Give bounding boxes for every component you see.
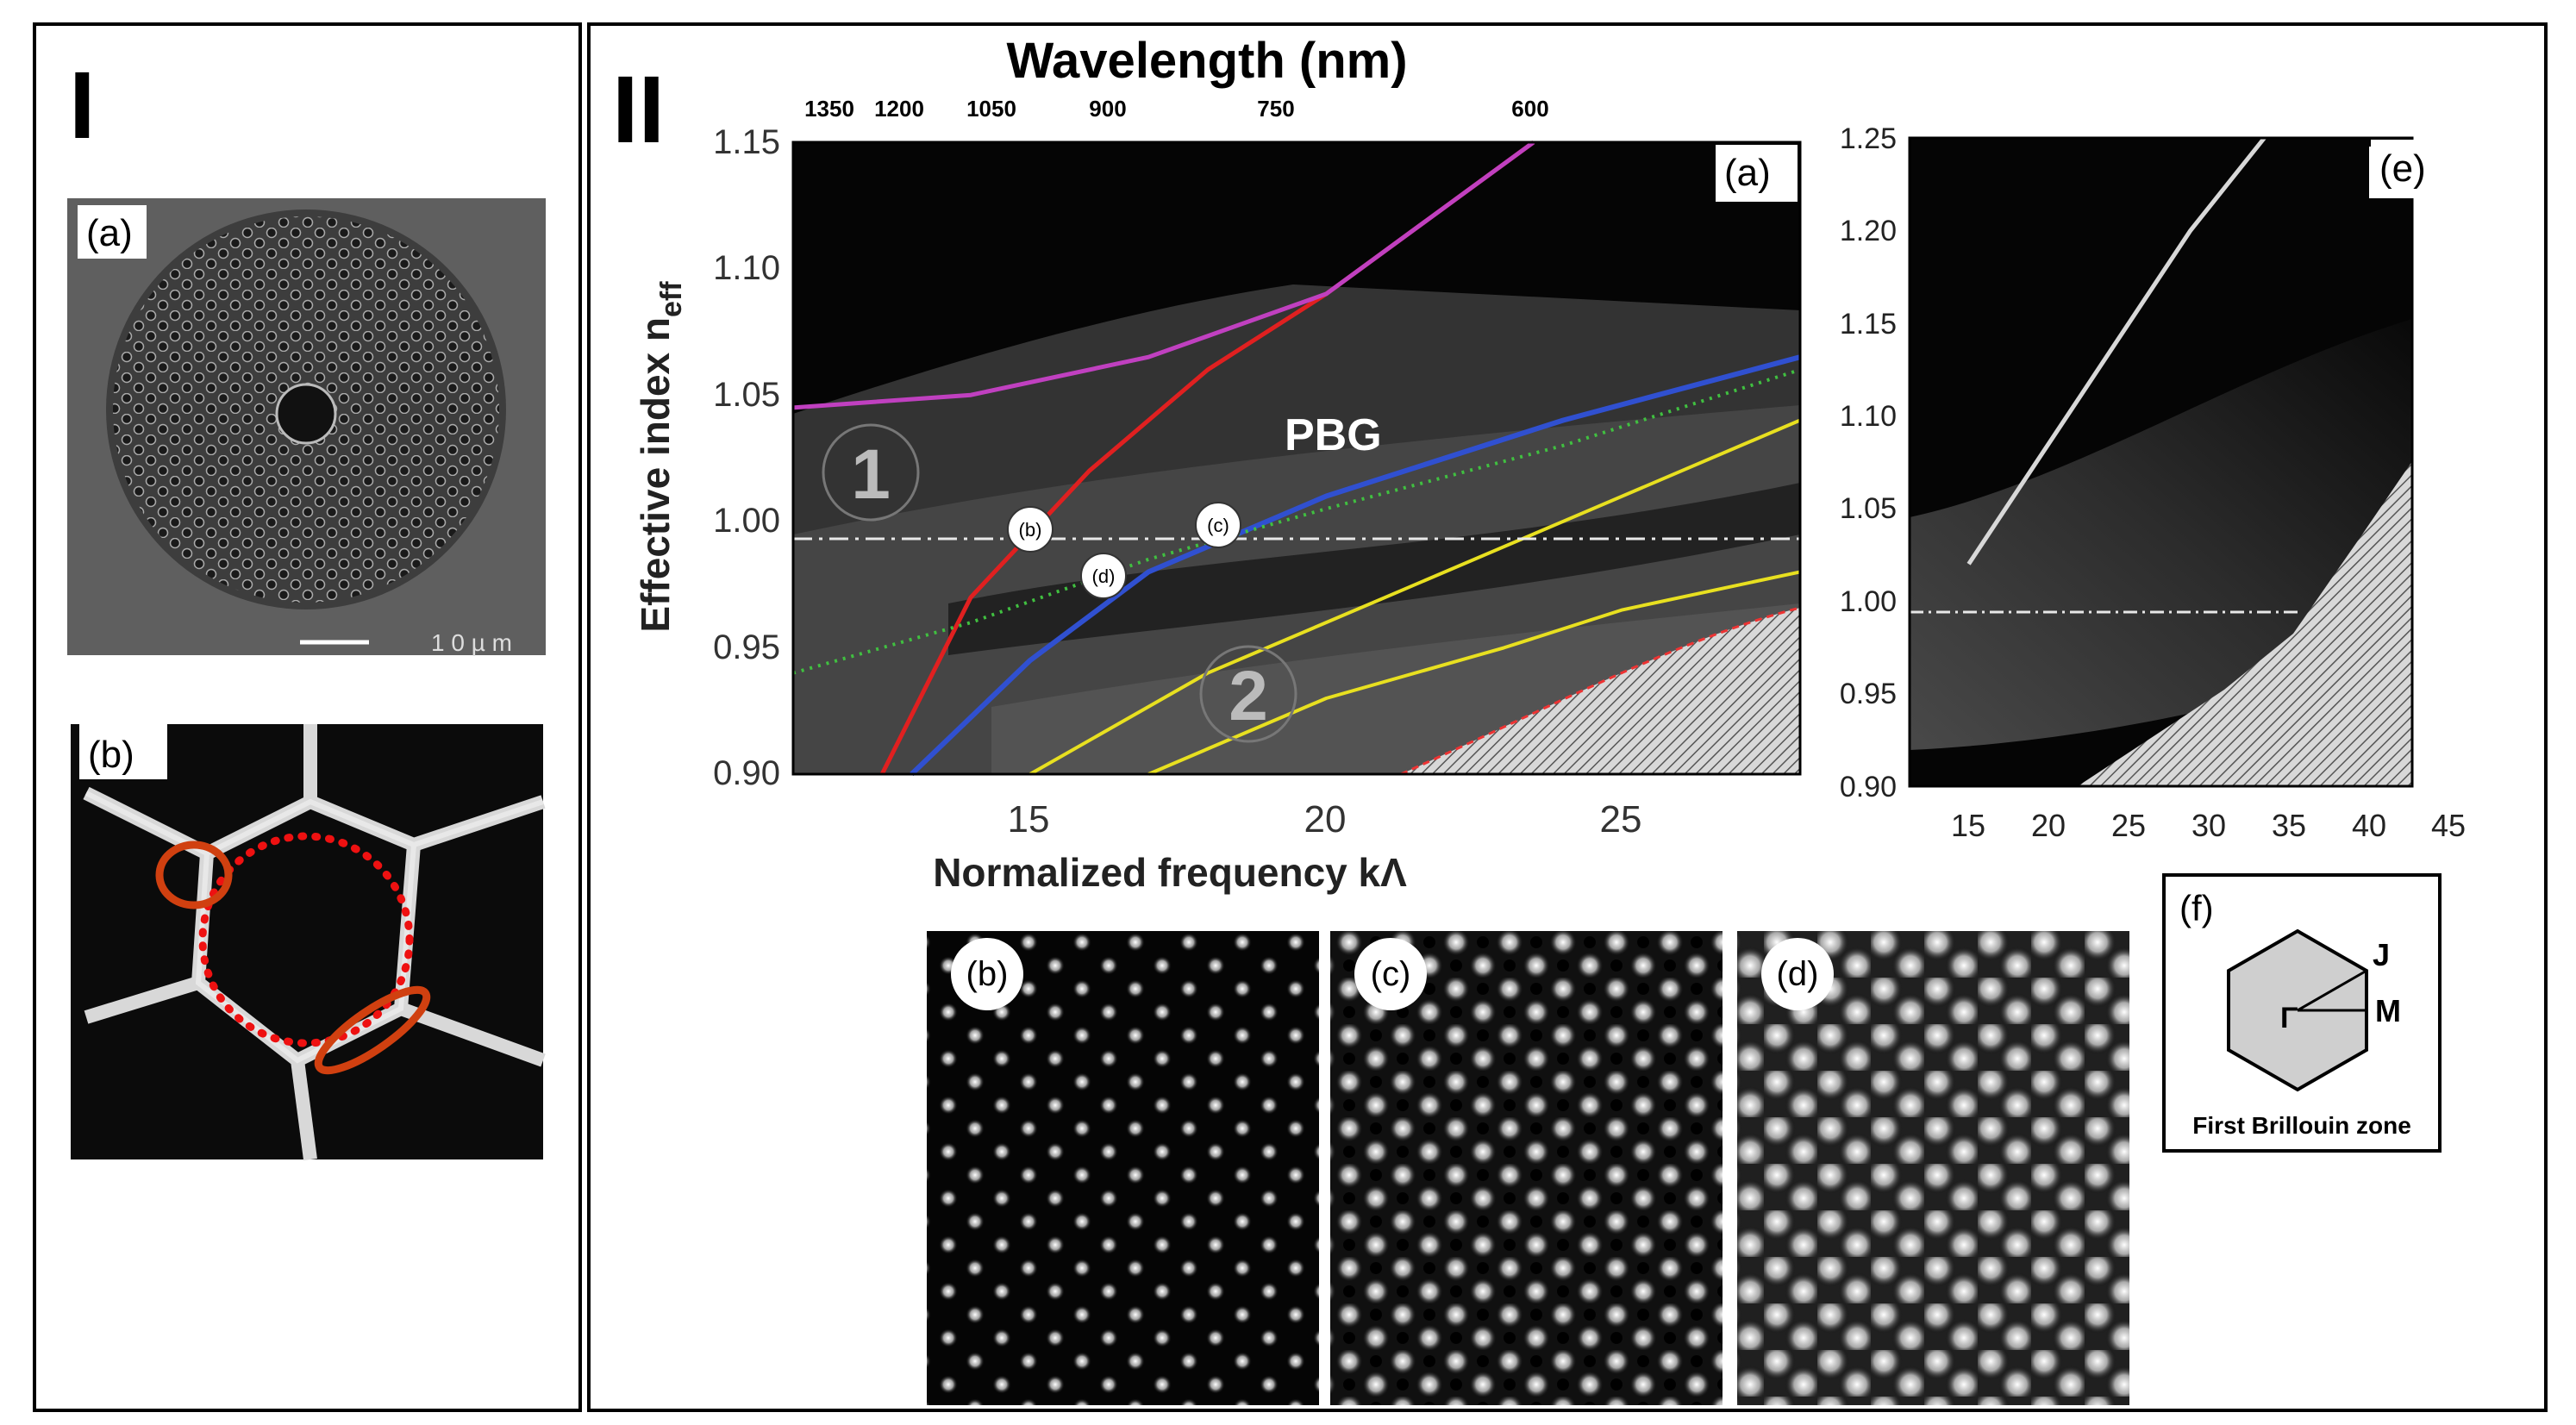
right-y-ticks: 1.25 1.20 1.15 1.10 1.05 1.00 0.95 0.90 (1840, 122, 1897, 803)
top-tick: 750 (1257, 96, 1294, 122)
x-tick: 25 (1600, 798, 1642, 841)
y-tick: 0.90 (713, 754, 780, 792)
x-tick: 35 (2272, 808, 2306, 843)
point-markers: (b) (c) (d) (1007, 502, 1241, 599)
series-magenta (792, 140, 1535, 410)
mode-label: (d) (1777, 955, 1819, 993)
series-yellow-lower (1147, 570, 1801, 776)
region-label: 1 (851, 435, 891, 514)
y-tick: 1.00 (1840, 585, 1897, 618)
brillouin-zone-panel: (f) Γ J M First Brillouin zone (2162, 873, 2442, 1153)
main-xlabel: Normalized frequency kΛ (933, 850, 1407, 895)
x-tick: 15 (1951, 808, 1985, 843)
panel-I-a-label: (a) (86, 212, 133, 254)
ylabel-sub: eff (655, 281, 688, 317)
mode-label: (b) (966, 955, 1009, 993)
panel-II-frame (587, 22, 2548, 1412)
x-tick: 45 (2431, 808, 2466, 843)
y-tick: 1.25 (1840, 122, 1897, 155)
gamma-point: Γ (2280, 1002, 2298, 1034)
y-tick: 1.10 (1840, 400, 1897, 433)
main-ylabel: Effective index neff (633, 281, 688, 633)
y-tick: 0.95 (713, 628, 780, 666)
x-tick: 20 (1304, 798, 1347, 841)
main-panel-label: (a) (1724, 152, 1771, 194)
scale-bar-text: 1 0 µ m (431, 629, 512, 656)
point-label-c: (c) (1207, 515, 1229, 536)
region-1: 1 (822, 423, 920, 522)
brillouin-caption: First Brillouin zone (2192, 1112, 2411, 1139)
fiber-sem-image: 1 0 µ m (67, 198, 546, 656)
top-tick: 600 (1511, 96, 1548, 122)
panel-I-b-label: (b) (88, 734, 134, 776)
y-tick: 1.05 (713, 376, 780, 414)
x-tick: 15 (1008, 798, 1050, 841)
x-tick: 20 (2031, 808, 2066, 843)
y-tick: 0.95 (1840, 678, 1897, 710)
x-tick: 30 (2191, 808, 2226, 843)
region-label: 2 (1229, 657, 1268, 735)
x-tick: 40 (2352, 808, 2386, 843)
top-axis-ticks: 1350 1200 1050 900 750 600 (804, 96, 1549, 122)
y-tick: 1.15 (713, 123, 780, 161)
y-tick: 1.15 (1840, 308, 1897, 341)
right-x-ticks: 15 20 25 30 35 40 45 (1951, 808, 2466, 843)
J-point: J (2373, 937, 2390, 972)
M-point: M (2375, 993, 2401, 1028)
mode-label: (c) (1371, 955, 1411, 993)
main-y-ticks: 1.15 1.10 1.05 1.00 0.95 0.90 (713, 123, 780, 792)
y-tick: 1.10 (713, 249, 780, 287)
pbg-label: PBG (1285, 410, 1382, 460)
top-axis-title: Wavelength (nm) (1006, 33, 1407, 89)
svg-text:Effective index neff: Effective index neff (633, 281, 688, 633)
y-tick: 1.20 (1840, 215, 1897, 247)
mode-image-c: (c) (1330, 931, 1723, 1405)
panel-I-frame (33, 22, 582, 1412)
mode-image-d: (d) (1737, 931, 2129, 1405)
top-tick: 1050 (966, 96, 1016, 122)
cladding-closeup-image (71, 724, 546, 1161)
x-tick: 25 (2111, 808, 2146, 843)
mode-image-b: (b) (927, 931, 1319, 1405)
panel-I-label: I (69, 53, 96, 159)
right-series (1966, 136, 2267, 566)
right-plot (1910, 138, 2412, 786)
point-label-b: (b) (1019, 519, 1042, 541)
point-label-d: (d) (1092, 566, 1116, 587)
main-x-ticks: 15 20 25 (1008, 798, 1642, 841)
panel-II-label: II (612, 57, 665, 163)
region-2: 2 (1199, 645, 1297, 743)
top-tick: 1200 (874, 96, 924, 122)
series-yellow-upper (1029, 418, 1801, 776)
right-panel-label: (e) (2379, 147, 2426, 190)
y-tick: 1.05 (1840, 492, 1897, 525)
series-bright-mode (1966, 136, 2267, 566)
top-tick: 900 (1089, 96, 1126, 122)
y-tick: 1.00 (713, 502, 780, 540)
ylabel-main: Effective index n (633, 317, 678, 633)
brillouin-label: (f) (2179, 888, 2214, 928)
top-tick: 1350 (804, 96, 854, 122)
main-plot (793, 142, 1801, 776)
y-tick: 0.90 (1840, 771, 1897, 803)
